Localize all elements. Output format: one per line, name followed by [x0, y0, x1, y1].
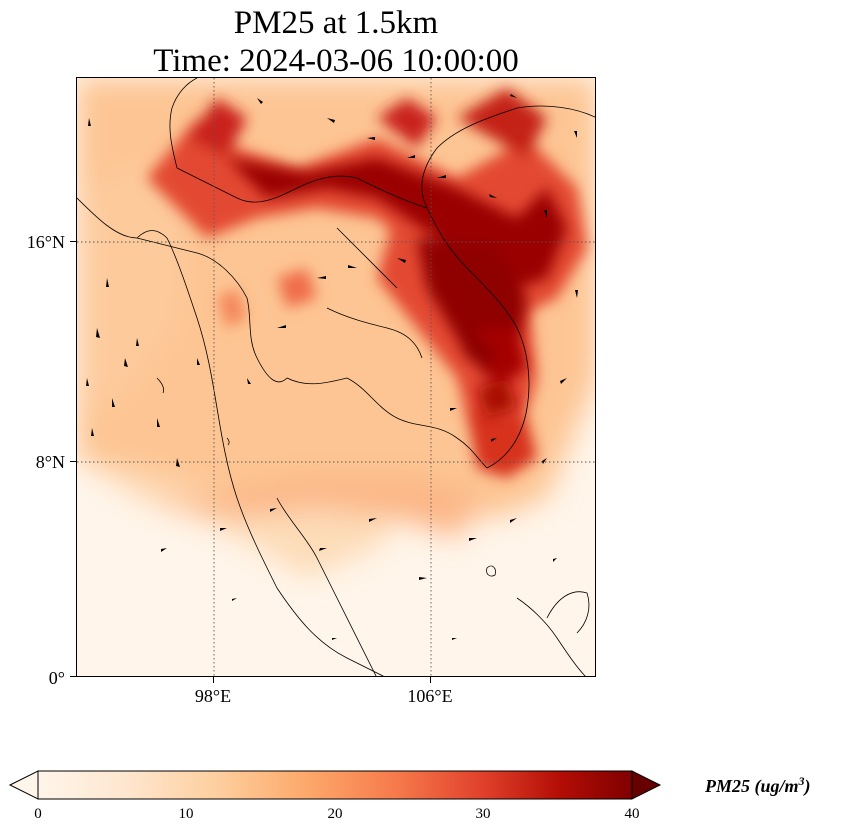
- very-high-pollution-field: [227, 158, 567, 418]
- lat-tick-16n: [70, 241, 76, 242]
- map-panel: [76, 77, 596, 677]
- colorbar-tick-20: 20: [327, 806, 343, 822]
- colorbar-tick-30: 30: [475, 806, 491, 822]
- lon-label-106e: 106°E: [407, 686, 453, 706]
- gridlines: [77, 78, 595, 676]
- colorbar: [8, 770, 662, 800]
- lat-tick-8n: [70, 461, 76, 462]
- lat-label-0: 0°: [48, 668, 65, 688]
- colorbar-gradient: [37, 770, 633, 800]
- map-title-line1: PM25 at 1.5km: [233, 5, 439, 41]
- coastlines-and-borders: [77, 78, 595, 676]
- wind-vectors: [86, 94, 578, 640]
- colorbar-label: PM25 (ug/m3): [705, 774, 811, 797]
- lon-tick-106e: [430, 677, 431, 683]
- colorbar-label-main: PM25 (ug/m: [705, 776, 799, 796]
- lat-label-8n: 8°N: [35, 452, 65, 472]
- colorbar-label-sup: 3: [798, 774, 805, 788]
- map-title-line2: Time: 2024-03-06 10:00:00: [153, 43, 519, 79]
- lon-tick-98e: [213, 677, 214, 683]
- colorbar-label-end: ): [804, 776, 811, 796]
- colorbar-max-extend: [631, 770, 662, 800]
- colorbar-tick-0: 0: [34, 806, 42, 822]
- lat-label-16n: 16°N: [26, 232, 65, 252]
- pm25-heatmap: [77, 78, 595, 676]
- colorbar-min-extend: [8, 770, 39, 800]
- lat-tick-0: [70, 676, 76, 677]
- colorbar-tick-10: 10: [178, 806, 194, 822]
- colorbar-tick-40: 40: [624, 806, 640, 822]
- lon-label-98e: 98°E: [194, 686, 232, 706]
